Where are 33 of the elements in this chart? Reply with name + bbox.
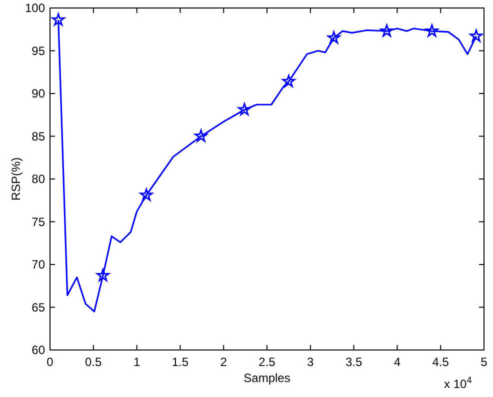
y-tick-label: 90 [32, 86, 46, 100]
y-tick-label: 60 [32, 343, 46, 357]
x-tick-label: 2.5 [258, 355, 276, 369]
y-tick-label: 100 [24, 1, 46, 15]
point [282, 74, 296, 88]
x-tick-label: 0.5 [85, 355, 102, 369]
point [140, 188, 153, 201]
x-tick-label: 0 [46, 355, 54, 369]
y-tick-label: 95 [32, 44, 46, 58]
point [238, 103, 251, 116]
x-tick-label: 5 [480, 355, 488, 369]
point [96, 268, 110, 282]
y-tick-label: 85 [32, 129, 46, 144]
text: x 10$^{4}$ [444, 375, 472, 391]
point [425, 24, 438, 37]
x-axis-title: Samples [244, 371, 290, 385]
y-axis-title: RSP(%) [9, 157, 23, 201]
y-tick-label: 65 [32, 300, 46, 314]
point [327, 31, 340, 44]
x-tick-label: 3 [307, 355, 314, 369]
x-tick-label: 4 [394, 355, 401, 369]
x-tick-label: 2 [220, 355, 228, 369]
y-tick-label: 80 [32, 172, 46, 186]
point [470, 29, 483, 42]
point [380, 24, 394, 37]
y-tick-label: 70 [32, 258, 46, 272]
point [52, 13, 65, 26]
x-tick-label: 1 [133, 355, 140, 369]
x-tick-label: 4.5 [432, 355, 450, 369]
x-tick-label: 1.5 [172, 355, 189, 369]
y-tick-label: 75 [32, 214, 46, 229]
point [194, 130, 208, 142]
x-tick-label: 3.5 [345, 355, 362, 369]
